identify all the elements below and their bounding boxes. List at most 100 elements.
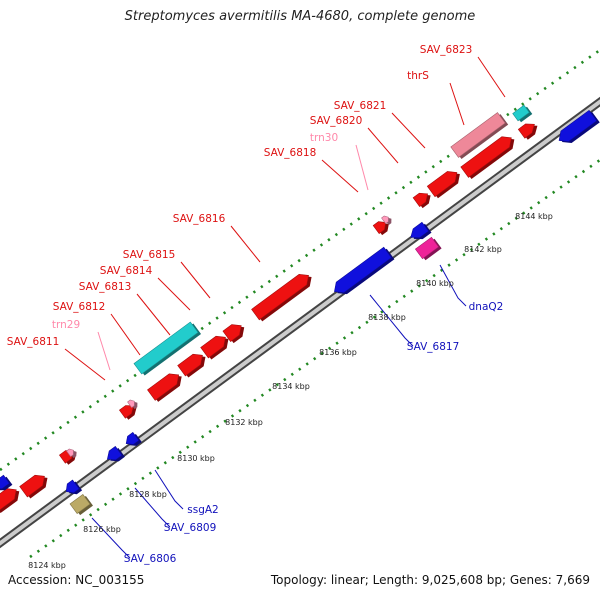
leader-ssga2 (154, 469, 184, 510)
gene-left-reverse-arrow-body (0, 474, 10, 490)
tick-dot (230, 305, 234, 310)
tick-dot (446, 154, 450, 158)
leader-sav-6809 (134, 487, 171, 528)
tick-dot (282, 269, 286, 273)
tick-dot (81, 410, 85, 414)
tick-dot (51, 539, 55, 543)
gene-left-reverse-arrow (0, 474, 13, 491)
tick-dot (237, 300, 242, 305)
scale-label: 8138 kbp (368, 313, 406, 322)
tick-dot (163, 461, 167, 465)
tick-dot (118, 492, 123, 496)
tick-dot (215, 424, 220, 429)
tick-dot (148, 471, 153, 475)
tick-dot (215, 316, 219, 320)
tick-dot (178, 450, 182, 455)
tick-dot (573, 65, 577, 70)
tick-dot (186, 445, 190, 449)
leader-sav-6821 (391, 112, 426, 149)
tick-dot (260, 285, 264, 289)
gene-sav-6820-arrow (412, 192, 431, 209)
tick-dot (58, 425, 63, 430)
tick-dot (574, 175, 578, 179)
tick-dot (133, 373, 137, 378)
tick-dot (252, 290, 257, 294)
tick-dot (327, 238, 331, 242)
tick-dot (528, 97, 532, 101)
gene-sav-6821-arrow-body (426, 171, 458, 198)
accession-text: Accession: NC_003155 (8, 573, 145, 587)
label-thrs: thrS (407, 70, 429, 82)
tick-dot (141, 476, 145, 481)
tick-dot (596, 159, 600, 163)
gene-right-reverse-arrow-body (558, 109, 598, 142)
tick-dot (43, 436, 48, 440)
leader-sav-6817 (369, 294, 414, 347)
tick-dot (96, 507, 100, 512)
label-trn29: trn29 (52, 319, 80, 331)
label-sav-6812: SAV_6812 (53, 301, 106, 313)
scale-label: 8128 kbp (129, 490, 167, 499)
gene-thrs-highlight-body (450, 112, 506, 158)
tick-dot (417, 284, 421, 288)
tick-dot (387, 305, 391, 309)
tick-dot (103, 502, 108, 507)
scale-label: 8140 kbp (416, 279, 454, 288)
gene-dnaq2-arrow (410, 221, 432, 240)
tick-dot (342, 336, 347, 340)
tick-dot (156, 466, 160, 470)
tick-dot (380, 310, 384, 314)
scale-label: 8130 kbp (177, 454, 215, 463)
tick-dot (66, 420, 70, 425)
tick-dot (372, 315, 377, 319)
tick-dot (522, 211, 526, 215)
tick-dot (133, 481, 138, 486)
leader-trn30 (355, 144, 369, 191)
gene-sav-6809-arrow-body (106, 446, 123, 461)
tick-dot (222, 311, 227, 315)
tick-dot (566, 180, 571, 184)
tick-dot (245, 295, 249, 299)
label-sav-6820: SAV_6820 (310, 115, 363, 127)
gene-sav-6823-arrow-body (517, 123, 535, 139)
tick-dot (529, 206, 533, 210)
gene-sav-6815-arrow (222, 324, 245, 344)
tick-dot (238, 409, 242, 413)
label-dnaq2: dnaQ2 (469, 301, 504, 313)
tick-dot (29, 554, 33, 559)
gene-dnaq2-highlight-body (414, 236, 440, 260)
tick-dot (439, 159, 443, 164)
tick-dot (268, 388, 272, 392)
gene-ssga2-arrow (125, 431, 142, 446)
gene-dnaq2-highlight (414, 236, 442, 261)
gene-sav-6823-arrow (517, 123, 538, 140)
tick-dot (521, 102, 525, 106)
tick-dot (589, 164, 593, 168)
tick-dot (424, 170, 428, 174)
label-sav-6814: SAV_6814 (100, 265, 153, 277)
leader-dnaq2 (439, 264, 467, 307)
leader-sav-6816 (230, 225, 261, 263)
tick-dot (536, 91, 540, 96)
tick-dot (207, 321, 212, 325)
tick-dot (462, 253, 466, 257)
gene-sav-6818-arrow (372, 221, 389, 236)
tick-dot (416, 175, 421, 179)
tick-dot (126, 487, 130, 491)
tick-dot (357, 325, 362, 330)
gene-sav-6813-arrow (177, 353, 206, 378)
scale-label: 8134 kbp (272, 382, 310, 391)
tick-dot (364, 211, 368, 216)
tick-dot (201, 435, 205, 439)
gene-sav-6816-arrow-body (251, 274, 309, 321)
gene-sav-6821-arrow (426, 171, 460, 199)
label-sav-6811: SAV_6811 (7, 336, 60, 348)
gene-sav-6817-arrow-body (334, 246, 392, 293)
tick-dot (507, 221, 511, 226)
label-ssga2: ssgA2 (187, 504, 218, 516)
tick-dot (289, 264, 294, 268)
tick-dot (580, 60, 585, 65)
trna-trn30-arrow-body (381, 215, 389, 225)
tick-dot (36, 549, 41, 553)
scale-label: 8142 kbp (464, 245, 502, 254)
